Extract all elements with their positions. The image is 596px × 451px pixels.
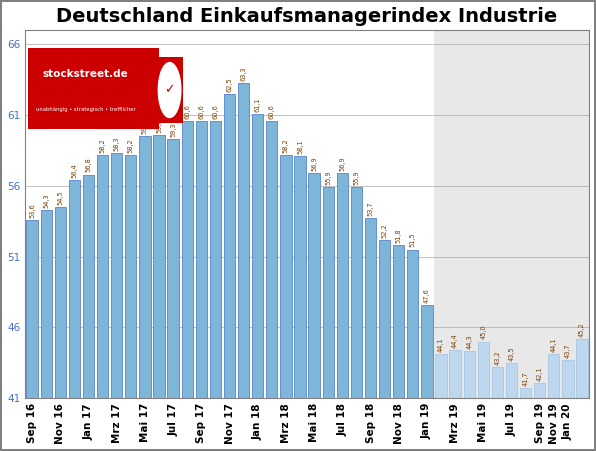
Bar [252,114,263,398]
Bar [534,382,545,398]
Bar [351,187,362,398]
Bar [365,218,376,398]
Text: 58,2: 58,2 [283,138,289,153]
Text: 59,5: 59,5 [142,120,148,134]
Bar [153,135,164,398]
Bar [167,139,179,398]
Bar [449,350,461,398]
Bar [83,175,94,398]
Bar [506,363,517,398]
Text: 43,5: 43,5 [508,346,514,361]
Text: 54,3: 54,3 [43,193,49,208]
Text: 56,8: 56,8 [85,158,92,172]
Bar [477,341,489,398]
Bar [41,210,52,398]
Title: Deutschland Einkaufsmanagerindex Industrie: Deutschland Einkaufsmanagerindex Industr… [57,7,558,26]
Text: 51,8: 51,8 [396,229,402,243]
Bar [182,121,193,398]
Bar [195,121,207,398]
Bar [224,94,235,398]
Text: 58,2: 58,2 [128,138,134,153]
Bar [548,354,560,398]
Text: 51,5: 51,5 [410,233,416,248]
Bar [520,388,531,398]
Text: 60,6: 60,6 [184,104,190,119]
Bar [238,83,249,398]
Text: 54,5: 54,5 [57,190,63,205]
Circle shape [159,63,181,118]
Text: 60,6: 60,6 [212,104,218,119]
Bar [322,187,334,398]
Text: 62,5: 62,5 [226,77,232,92]
Bar [421,305,433,398]
Text: ✓: ✓ [164,83,175,97]
Bar [26,220,38,398]
Text: 56,9: 56,9 [339,156,345,171]
Bar [69,180,80,398]
Bar [464,351,475,398]
Bar [266,121,278,398]
Bar [379,240,390,398]
Text: 60,6: 60,6 [198,104,204,119]
Text: 43,7: 43,7 [565,343,571,358]
Text: 53,6: 53,6 [29,203,35,218]
Text: 41,7: 41,7 [523,372,529,386]
Text: 58,1: 58,1 [297,139,303,154]
Text: 55,9: 55,9 [325,170,331,185]
Text: 60,6: 60,6 [269,104,275,119]
Text: 44,4: 44,4 [452,333,458,348]
Bar [435,354,446,398]
Text: 45,2: 45,2 [579,322,585,336]
Text: 52,2: 52,2 [381,223,387,238]
Text: 53,7: 53,7 [368,202,374,216]
Bar [139,136,151,398]
Bar [562,360,573,398]
Bar [111,153,122,398]
Text: 42,1: 42,1 [537,366,543,381]
Bar [294,156,306,398]
Text: 59,6: 59,6 [156,118,162,133]
Text: stockstreet.de: stockstreet.de [43,69,129,79]
Bar [492,367,503,398]
Text: 56,9: 56,9 [311,156,317,171]
Text: 59,3: 59,3 [170,123,176,137]
Bar [55,207,66,398]
Bar [210,121,221,398]
Text: 45,0: 45,0 [480,325,486,340]
Text: 55,9: 55,9 [353,170,359,185]
Bar [407,249,418,398]
Bar [97,155,108,398]
Text: 44,1: 44,1 [551,338,557,352]
Bar [280,155,291,398]
Bar [309,173,319,398]
Text: 56,4: 56,4 [72,163,77,178]
Bar [576,339,588,398]
Text: 58,3: 58,3 [114,137,120,151]
Bar [125,155,136,398]
Bar [434,30,589,398]
Text: 47,6: 47,6 [424,288,430,303]
Text: unabhängig • strategisch • trefflicher: unabhängig • strategisch • trefflicher [36,107,136,112]
Text: 63,3: 63,3 [241,66,247,81]
Text: 44,1: 44,1 [438,338,444,352]
Bar [337,173,348,398]
Text: 61,1: 61,1 [254,97,260,112]
Text: 44,3: 44,3 [466,335,472,350]
Bar [393,245,404,398]
Text: 58,2: 58,2 [100,138,105,153]
Text: 43,2: 43,2 [495,350,501,365]
